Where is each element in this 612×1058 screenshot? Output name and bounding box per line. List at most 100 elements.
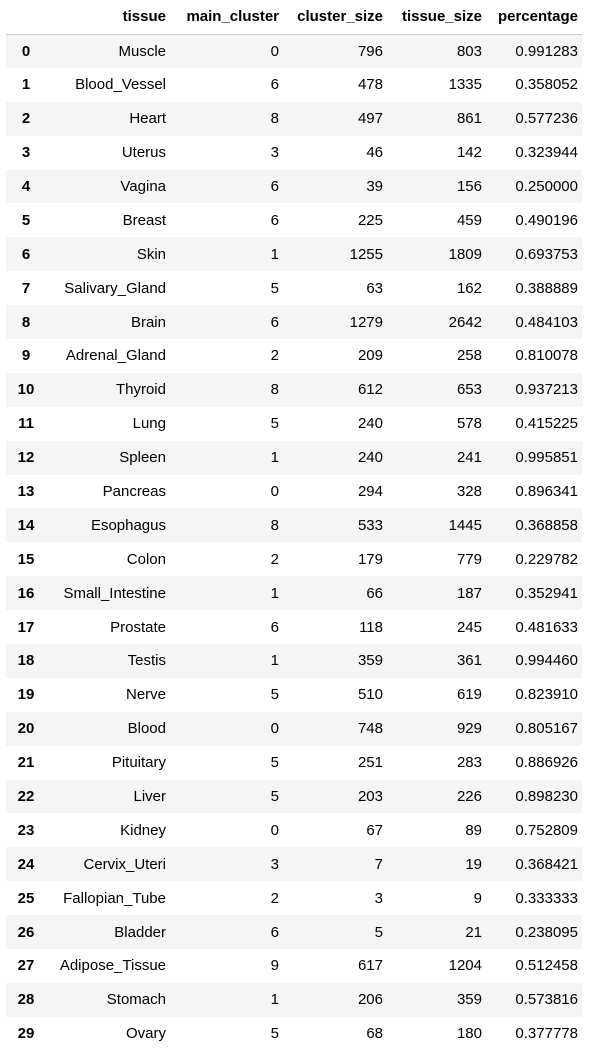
- header-row: tissue main_cluster cluster_size tissue_…: [6, 0, 582, 35]
- tissue-size-cell: 89: [465, 821, 482, 839]
- percentage-cell: 0.368421: [515, 855, 578, 873]
- row-index: 20: [17, 720, 35, 738]
- cluster-size-cell: 359: [357, 652, 383, 670]
- table-row: 28 Stomach 1 206 359 0.573816: [6, 982, 582, 1017]
- row-index: 15: [17, 550, 35, 568]
- row-index: 18: [17, 652, 35, 670]
- table-row: 9 Adrenal_Gland 2 209 258 0.810078: [6, 339, 582, 373]
- cluster-size-cell: 748: [357, 720, 383, 738]
- row-index: 14: [17, 516, 35, 534]
- dataframe-table: tissue main_cluster cluster_size tissue_…: [6, 0, 582, 1051]
- row-index: 27: [17, 957, 35, 975]
- percentage-cell: 0.898230: [515, 788, 578, 806]
- dataframe-output: tissue main_cluster cluster_size tissue_…: [6, 0, 606, 1051]
- percentage-cell: 0.352941: [515, 584, 578, 602]
- row-index: 29: [17, 1025, 35, 1043]
- tissue-size-cell: 142: [456, 144, 482, 162]
- cluster-size-cell: 5: [374, 923, 383, 941]
- row-index: 24: [17, 855, 35, 873]
- main-cluster-cell: 6: [270, 211, 279, 229]
- tissue-size-cell: 19: [465, 855, 482, 873]
- tissue-cell: Muscle: [118, 42, 166, 60]
- tissue-cell: Vagina: [120, 178, 166, 195]
- main-cluster-cell: 0: [270, 720, 279, 738]
- percentage-cell: 0.886926: [515, 754, 578, 772]
- tissue-cell: Adrenal_Gland: [65, 347, 166, 365]
- main-cluster-cell: 0: [270, 483, 279, 501]
- table-row: 13 Pancreas 0 294 328 0.896341: [6, 474, 582, 509]
- table-row: 22 Liver 5 203 226 0.898230: [6, 779, 582, 814]
- table-row: 4 Vagina 6 39 156 0.250000: [6, 169, 582, 204]
- tissue-size-cell: 283: [456, 754, 482, 772]
- percentage-cell: 0.823910: [515, 686, 578, 704]
- tissue-size-cell: 1809: [448, 245, 482, 263]
- tissue-size-cell: 1445: [448, 516, 482, 534]
- main-cluster-cell: 2: [270, 889, 279, 907]
- percentage-cell: 0.323944: [515, 144, 578, 162]
- table-row: 8 Brain 6 1279 2642 0.484103: [6, 305, 582, 340]
- cluster-size-cell: 63: [366, 279, 383, 297]
- cluster-size-cell: 209: [357, 347, 383, 365]
- tissue-cell: Liver: [133, 788, 166, 806]
- tissue-size-cell: 226: [456, 788, 482, 806]
- tissue-size-cell: 861: [456, 110, 482, 128]
- main-cluster-cell: 5: [270, 1025, 279, 1043]
- tissue-cell: Cervix_Uteri: [83, 855, 166, 873]
- tissue-size-cell: 619: [456, 686, 482, 704]
- main-cluster-cell: 5: [270, 686, 279, 704]
- cluster-size-cell: 294: [357, 483, 383, 501]
- tissue-size-cell: 2642: [448, 313, 482, 331]
- main-cluster-cell: 6: [270, 76, 279, 94]
- tissue-cell: Esophagus: [90, 516, 166, 534]
- tissue-cell: Nerve: [125, 686, 166, 704]
- cluster-size-cell: 533: [357, 516, 383, 534]
- row-index: 10: [17, 381, 35, 399]
- table-row: 6 Skin 1 1255 1809 0.693753: [6, 237, 582, 272]
- cluster-size-cell: 203: [357, 788, 383, 806]
- header-tissue: tissue: [46, 0, 170, 35]
- main-cluster-cell: 6: [270, 178, 279, 195]
- tissue-size-cell: 9: [473, 889, 482, 907]
- cluster-size-cell: 796: [357, 42, 383, 60]
- row-index: 4: [21, 178, 31, 195]
- row-index: 5: [21, 211, 31, 229]
- table-row: 23 Kidney 0 67 89 0.752809: [6, 813, 582, 848]
- row-index: 1: [21, 76, 31, 94]
- tissue-size-cell: 187: [456, 584, 482, 602]
- tissue-size-cell: 929: [456, 720, 482, 738]
- cluster-size-cell: 67: [366, 821, 383, 839]
- tissue-cell: Thyroid: [115, 381, 166, 399]
- main-cluster-cell: 1: [270, 245, 279, 263]
- main-cluster-cell: 5: [270, 788, 279, 806]
- percentage-cell: 0.415225: [515, 415, 578, 433]
- main-cluster-cell: 3: [270, 855, 279, 873]
- cluster-size-cell: 1279: [349, 313, 383, 331]
- row-index: 7: [21, 279, 31, 297]
- cluster-size-cell: 46: [366, 144, 383, 162]
- percentage-cell: 0.994460: [515, 652, 578, 670]
- percentage-cell: 0.484103: [515, 313, 578, 331]
- percentage-cell: 0.490196: [515, 211, 578, 229]
- tissue-size-cell: 803: [456, 42, 482, 60]
- cluster-size-cell: 612: [357, 381, 383, 399]
- tissue-cell: Lung: [132, 415, 166, 433]
- row-index: 2: [21, 110, 31, 128]
- main-cluster-cell: 1: [270, 991, 279, 1009]
- row-index: 21: [17, 754, 35, 772]
- main-cluster-cell: 5: [270, 279, 279, 297]
- table-row: 3 Uterus 3 46 142 0.323944: [6, 135, 582, 170]
- table-body: 0 Muscle 0 796 803 0.991283 1 Blood_Vessel 6 478 1…: [6, 34, 582, 1051]
- row-index: 9: [21, 347, 31, 365]
- main-cluster-cell: 2: [270, 347, 279, 365]
- row-index: 17: [17, 618, 35, 636]
- tissue-cell: Uterus: [121, 144, 166, 162]
- row-index: 28: [17, 991, 35, 1009]
- tissue-size-cell: 359: [456, 991, 482, 1009]
- table-header: tissue main_cluster cluster_size tissue_…: [6, 0, 582, 35]
- tissue-cell: Breast: [122, 211, 166, 229]
- table-row: 12 Spleen 1 240 241 0.995851: [6, 440, 582, 475]
- table-row: 15 Colon 2 179 779 0.229782: [6, 542, 582, 577]
- table-row: 5 Breast 6 225 459 0.490196: [6, 203, 582, 238]
- cluster-size-cell: 66: [366, 584, 383, 602]
- table-row: 27 Adipose_Tissue 9 617 1204 0.512458: [6, 949, 582, 983]
